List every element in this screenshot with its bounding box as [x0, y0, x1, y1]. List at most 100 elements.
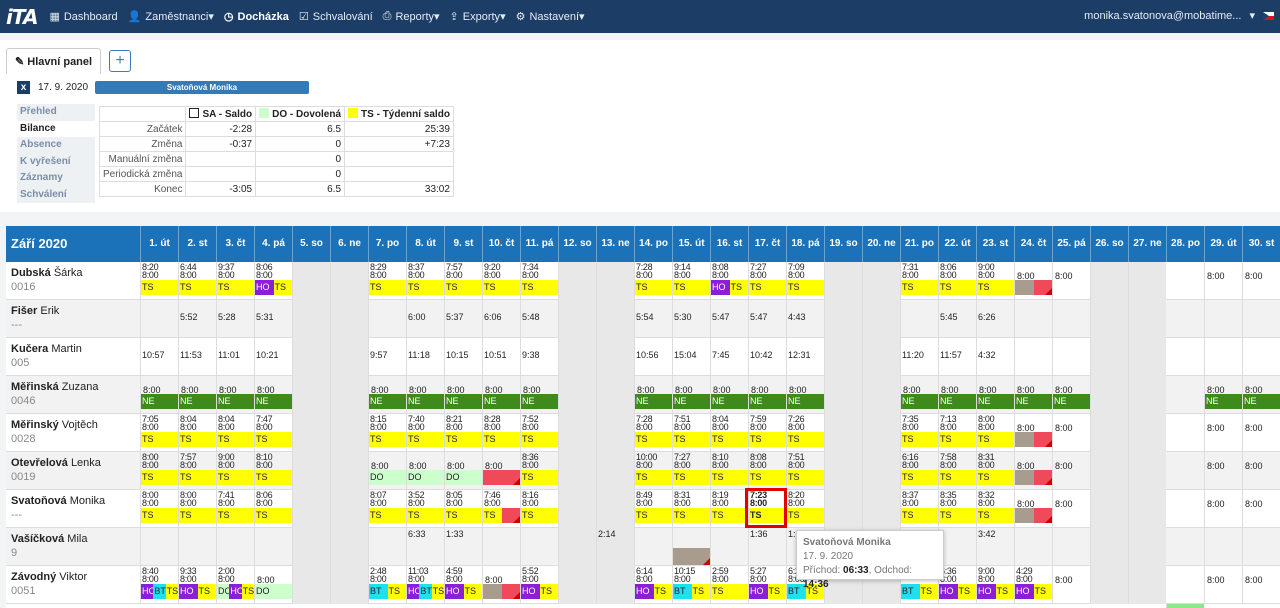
day-cell[interactable]	[824, 376, 862, 414]
code-ts[interactable]: TS	[711, 432, 748, 447]
day-cell[interactable]	[1090, 566, 1128, 604]
employee-name[interactable]: Svatoňová Monika	[11, 494, 105, 508]
code-do[interactable]: DO	[217, 584, 230, 599]
code-ne[interactable]: NE	[445, 394, 482, 409]
day-cell[interactable]: 8:00 NE	[938, 376, 976, 414]
code-ne[interactable]: NE	[179, 394, 216, 409]
day-cell[interactable]: 7:27 8:00 TS	[748, 262, 786, 300]
code-ts[interactable]: TS	[521, 432, 558, 447]
day-header-25[interactable]: 25. pá	[1052, 226, 1090, 262]
day-cell[interactable]: 8:00 DO	[368, 452, 406, 490]
code-ts[interactable]: TS	[255, 432, 292, 447]
day-cell[interactable]: 1:36	[748, 528, 786, 566]
code-ts[interactable]: TS	[445, 432, 482, 447]
day-cell[interactable]	[1090, 300, 1128, 338]
detail-menu-item[interactable]: Schválení	[20, 188, 67, 200]
day-cell[interactable]: 7:47 8:00 TS	[254, 414, 292, 452]
day-cell[interactable]: 8:40 8:00 HO BT TS	[140, 566, 178, 604]
day-cell[interactable]: 9:14 8:00 TS	[672, 262, 710, 300]
day-cell[interactable]: 5:30	[672, 300, 710, 338]
day-cell[interactable]: 6:33	[406, 528, 444, 566]
day-cell[interactable]: 9:57	[368, 338, 406, 376]
code-ts[interactable]: TS	[749, 470, 786, 485]
day-cell[interactable]	[330, 376, 368, 414]
day-cell[interactable]	[1090, 528, 1128, 566]
day-header-20[interactable]: 20. ne	[862, 226, 900, 262]
day-cell[interactable]: 6:44 8:00 TS	[178, 262, 216, 300]
day-cell[interactable]: 8:00	[1242, 262, 1280, 300]
day-cell[interactable]: 3:42	[976, 528, 1014, 566]
day-header-4[interactable]: 4. pá	[254, 226, 292, 262]
day-cell[interactable]: 8:00 NE	[786, 376, 824, 414]
code-ne[interactable]: NE	[673, 394, 710, 409]
employee-name[interactable]: Kučera Martin	[11, 342, 82, 356]
code-ne[interactable]: NE	[369, 394, 406, 409]
day-cell[interactable]: 7:31 8:00 TS	[900, 262, 938, 300]
day-cell[interactable]: 7:59 8:00 TS	[748, 414, 786, 452]
code-ts[interactable]: TS	[179, 470, 216, 485]
code-ho[interactable]: HO	[1015, 584, 1034, 599]
day-cell[interactable]: 8:36 8:00 TS	[520, 452, 558, 490]
code-ts[interactable]: TS	[217, 280, 254, 295]
day-cell[interactable]: 8:00 NE	[178, 376, 216, 414]
day-cell[interactable]: 8:00	[1242, 490, 1280, 528]
code-ne[interactable]: NE	[787, 394, 824, 409]
day-cell[interactable]: 8:00	[1204, 452, 1242, 490]
code-ne[interactable]: NE	[217, 394, 254, 409]
day-cell[interactable]: 7:45	[710, 338, 748, 376]
day-cell[interactable]: 1:33	[444, 528, 482, 566]
day-cell[interactable]: 8:04 8:00 TS	[710, 414, 748, 452]
day-cell[interactable]	[178, 528, 216, 566]
day-cell[interactable]: 7:41 8:00 TS	[216, 490, 254, 528]
day-cell[interactable]: 7:40 8:00 TS	[406, 414, 444, 452]
code-ts[interactable]: TS	[939, 280, 976, 295]
code-ne[interactable]: NE	[1015, 394, 1052, 409]
code-ts[interactable]: TS	[521, 280, 558, 295]
code-gr[interactable]	[1015, 432, 1034, 447]
code-ts[interactable]: TS	[939, 470, 976, 485]
day-cell[interactable]: 2:59 8:00 TS	[710, 566, 748, 604]
employee-name[interactable]: Vašíčková Mila	[11, 532, 87, 546]
day-cell[interactable]: 8:06 8:00 TS	[938, 262, 976, 300]
day-cell[interactable]: 8:00 NE	[520, 376, 558, 414]
day-cell[interactable]	[330, 338, 368, 376]
day-cell[interactable]: 11:01	[216, 338, 254, 376]
day-cell[interactable]	[862, 262, 900, 300]
day-cell[interactable]	[824, 262, 862, 300]
code-ne[interactable]: NE	[1053, 394, 1090, 409]
day-cell[interactable]	[368, 528, 406, 566]
day-header-2[interactable]: 2. st	[178, 226, 216, 262]
day-cell[interactable]: 5:47	[748, 300, 786, 338]
day-cell[interactable]: 7:28 8:00 TS	[634, 414, 672, 452]
code-ts[interactable]: TS	[141, 508, 178, 523]
code-ts[interactable]: TS	[539, 584, 558, 599]
employee-name[interactable]: Měřinský Vojtěch	[11, 418, 98, 432]
detail-menu-item[interactable]: Bilance	[17, 120, 95, 137]
day-cell[interactable]: 8:05 8:00 TS	[444, 490, 482, 528]
day-header-29[interactable]: 29. út	[1204, 226, 1242, 262]
day-cell[interactable]	[1014, 528, 1052, 566]
day-cell[interactable]: 8:00 NE	[1204, 376, 1242, 414]
employee-name[interactable]: Fišer Erik	[11, 304, 59, 318]
code-ne[interactable]: NE	[521, 394, 558, 409]
code-do[interactable]: DO	[407, 470, 444, 485]
code-ts[interactable]: TS	[995, 584, 1014, 599]
nav-item-1[interactable]: 👤 Zaměstnanci ▾	[128, 10, 214, 24]
day-cell[interactable]: 8:20 8:00 TS	[140, 262, 178, 300]
day-cell[interactable]	[824, 300, 862, 338]
day-cell[interactable]: 8:10 8:00 TS	[254, 452, 292, 490]
day-cell[interactable]: 9:00 8:00 TS	[216, 452, 254, 490]
code-ts[interactable]: TS	[445, 508, 482, 523]
day-header-21[interactable]: 21. po	[900, 226, 938, 262]
day-cell[interactable]	[1052, 300, 1090, 338]
day-cell[interactable]	[862, 452, 900, 490]
code-ts[interactable]: TS	[179, 432, 216, 447]
day-cell[interactable]: 5:48	[520, 300, 558, 338]
code-ne[interactable]: NE	[1205, 394, 1242, 409]
day-cell[interactable]: 9:38	[520, 338, 558, 376]
day-cell[interactable]: 8:00	[1204, 262, 1242, 300]
code-ne[interactable]: NE	[711, 394, 748, 409]
code-ts[interactable]: TS	[673, 470, 710, 485]
day-cell[interactable]: 8:00 DO	[254, 566, 292, 604]
code-ts[interactable]: TS	[521, 508, 558, 523]
